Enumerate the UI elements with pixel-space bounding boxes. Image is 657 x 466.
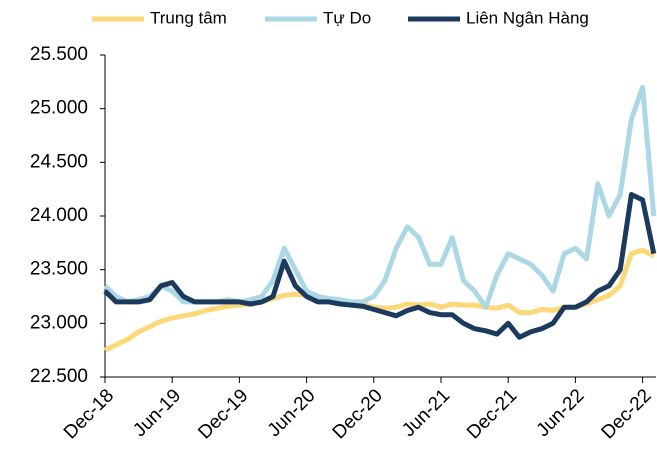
y-tick-label: 24.000 bbox=[30, 205, 88, 226]
series-line bbox=[103, 84, 657, 310]
x-tick-label: Dec-19 bbox=[194, 385, 252, 443]
legend-label: Liên Ngân Hàng bbox=[466, 8, 589, 27]
x-tick-label: Dec-20 bbox=[329, 385, 387, 443]
x-tick-label: Jun-22 bbox=[533, 385, 589, 441]
x-tick-label: Jun-20 bbox=[264, 385, 320, 441]
y-tick-label: 23.000 bbox=[30, 312, 88, 333]
y-tick-label: 23.500 bbox=[30, 259, 88, 280]
y-tick-label: 25.000 bbox=[30, 98, 88, 119]
y-tick-label: 24.500 bbox=[30, 151, 88, 172]
x-tick-label: Jun-21 bbox=[398, 385, 454, 441]
series-line bbox=[103, 192, 657, 340]
y-tick-label: 22.500 bbox=[30, 366, 88, 387]
x-tick-label: Dec-22 bbox=[598, 385, 656, 443]
legend-label: Tự Do bbox=[323, 8, 371, 27]
x-tick-label: Dec-21 bbox=[463, 385, 521, 443]
x-tick-label: Dec-18 bbox=[60, 385, 118, 443]
legend-label: Trung tâm bbox=[150, 8, 227, 27]
y-tick-label: 25.500 bbox=[30, 44, 88, 65]
x-tick-label: Jun-19 bbox=[129, 385, 185, 441]
